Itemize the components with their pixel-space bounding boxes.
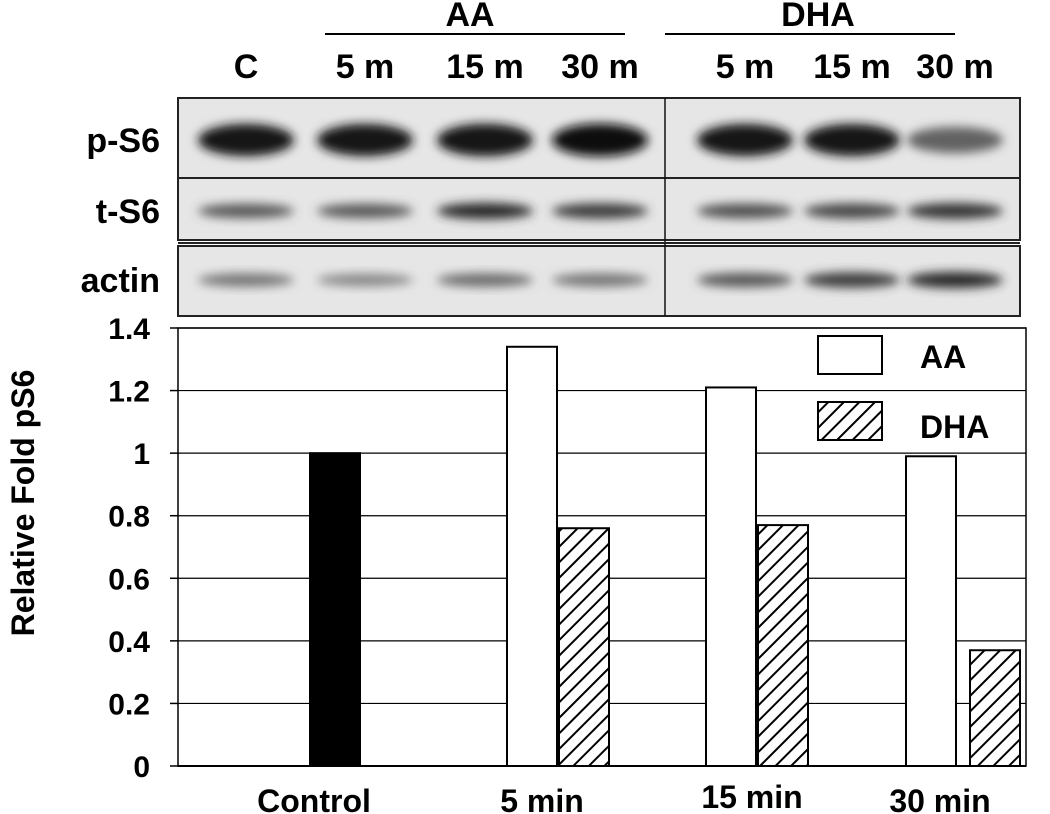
y-tick-label: 0 bbox=[133, 751, 150, 784]
legend-swatch-dha bbox=[817, 401, 883, 441]
y-tick-label: 0.8 bbox=[108, 501, 150, 534]
blot-header: AA DHA C 5 m 15 m 30 m 5 m 15 m 30 m bbox=[234, 0, 994, 86]
lane-label: 5 m bbox=[716, 48, 775, 86]
blot-band bbox=[198, 273, 294, 287]
blot-band bbox=[907, 203, 1003, 219]
blot-band bbox=[697, 203, 793, 219]
lane-label: 30 m bbox=[561, 48, 639, 86]
blot-band bbox=[697, 272, 793, 288]
lane-label: 15 m bbox=[446, 48, 524, 86]
x-category-label: 15 min bbox=[701, 779, 802, 814]
y-axis-title: Relative Fold pS6 bbox=[5, 370, 41, 637]
y-tick-label: 1.2 bbox=[108, 376, 150, 409]
x-category-label: 30 min bbox=[889, 783, 990, 814]
y-tick-label: 0.6 bbox=[108, 563, 150, 596]
bar-chart: 0 0.2 0.4 0.6 0.8 1 1.2 1.4 Control 5 min 15 min 3… bbox=[5, 313, 1027, 814]
bars bbox=[309, 345, 1021, 767]
blot-row bbox=[177, 97, 1021, 179]
x-category-label: Control bbox=[257, 783, 371, 814]
blot-band bbox=[552, 123, 648, 157]
aa-group-label: AA bbox=[445, 0, 494, 34]
blot-band bbox=[804, 272, 900, 288]
x-category-label: 5 min bbox=[500, 783, 584, 814]
bar-aa-2 bbox=[705, 386, 757, 767]
y-tick-labels: 0 0.2 0.4 0.6 0.8 1 1.2 1.4 bbox=[108, 313, 150, 784]
blot-band bbox=[317, 123, 413, 157]
lane-label: 15 m bbox=[813, 48, 891, 86]
blot-band bbox=[804, 123, 900, 157]
y-tick-label: 0.4 bbox=[108, 626, 150, 659]
blot-band bbox=[317, 273, 413, 287]
blot-band bbox=[907, 126, 1003, 154]
blot-row-label: p-S6 bbox=[86, 122, 160, 160]
blot-band bbox=[804, 203, 900, 219]
blot-row bbox=[177, 245, 1021, 317]
legend: AA DHA bbox=[817, 335, 989, 445]
lane-label: 30 m bbox=[916, 48, 994, 86]
blot-band bbox=[317, 203, 413, 219]
blot-band bbox=[437, 202, 533, 220]
blot-band bbox=[437, 123, 533, 157]
legend-label-dha: DHA bbox=[920, 409, 989, 445]
y-tick-label: 1.4 bbox=[108, 313, 150, 346]
legend-label-aa: AA bbox=[920, 339, 966, 375]
blot-band bbox=[552, 203, 648, 219]
bar-aa-1 bbox=[506, 345, 558, 767]
lane-label: C bbox=[234, 48, 259, 86]
blot-row-label: t-S6 bbox=[96, 193, 160, 231]
bar-aa-3 bbox=[905, 455, 957, 767]
blot-band bbox=[907, 271, 1003, 289]
y-tick-label: 1 bbox=[133, 438, 150, 471]
blot-band bbox=[437, 273, 533, 287]
lane-labels: C 5 m 15 m 30 m 5 m 15 m 30 m bbox=[234, 48, 994, 86]
blot-band bbox=[697, 123, 793, 157]
blot-row-labels: p-S6 t-S6 actin bbox=[81, 122, 160, 300]
blot-band bbox=[552, 273, 648, 287]
blot-row bbox=[177, 177, 1021, 241]
bar-dha-3 bbox=[969, 649, 1021, 767]
x-category-labels: Control 5 min 15 min 30 min bbox=[257, 779, 991, 814]
western-blot: p-S6 t-S6 actin bbox=[81, 97, 1021, 317]
dha-group-label: DHA bbox=[781, 0, 855, 34]
legend-swatch-aa bbox=[817, 335, 883, 375]
lane-label: 5 m bbox=[336, 48, 395, 86]
bar-dha-1 bbox=[558, 527, 610, 767]
blot-band bbox=[198, 203, 294, 219]
y-tick-label: 0.2 bbox=[108, 688, 150, 721]
blot-band bbox=[198, 123, 294, 157]
blot-row-label: actin bbox=[81, 262, 160, 300]
bar-dha-2 bbox=[757, 524, 809, 767]
bar-control-0 bbox=[309, 452, 361, 767]
